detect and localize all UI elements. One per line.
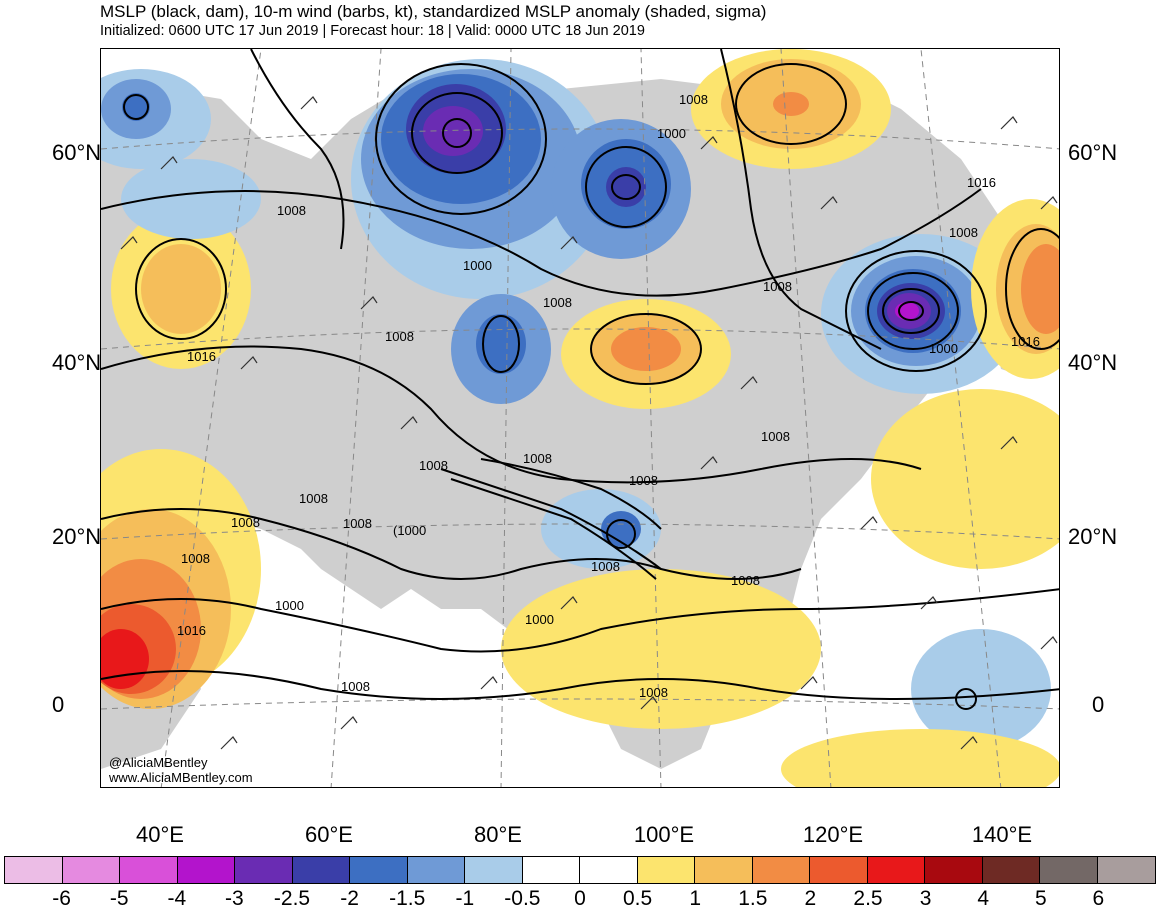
- contour-label: 1008: [523, 451, 552, 466]
- lon-label: 40°E: [136, 822, 184, 847]
- lon-label: 100°E: [633, 822, 695, 847]
- map-canvas: 1008 1000 1008 1000 1008 1016 1008 1008 …: [101, 49, 1059, 787]
- colorbar-label: -2: [340, 887, 359, 910]
- colorbar-label: 3: [919, 887, 932, 910]
- contour-label: 1016: [177, 623, 206, 638]
- contour-label: 1008: [629, 473, 658, 488]
- colorbar-swatch: [925, 857, 983, 883]
- colorbar-swatch: [752, 857, 810, 883]
- contour-label: 1008: [639, 685, 668, 700]
- colorbar-label: 0.5: [622, 887, 653, 910]
- contour-label: 1000: [929, 341, 958, 356]
- colorbar-label: -6: [52, 887, 71, 910]
- colorbar-label: -2.5: [273, 887, 311, 910]
- colorbar-swatch: [407, 857, 465, 883]
- colorbar-label: -1: [455, 887, 475, 910]
- colorbar-label: 2: [804, 887, 817, 910]
- lat-label-right: 20°N: [1068, 524, 1118, 549]
- colorbar-swatch: [1040, 857, 1098, 883]
- wind-barbs: [120, 96, 1058, 750]
- contour-label: 1008: [543, 295, 572, 310]
- colorbar-swatch: [695, 857, 753, 883]
- contour-label: 1016: [967, 175, 996, 190]
- graticule: [101, 49, 1059, 787]
- contour-label: 1016: [187, 349, 216, 364]
- colorbar-swatch: [5, 857, 63, 883]
- colorbar-swatch: [292, 857, 350, 883]
- colorbar-swatch: [120, 857, 178, 883]
- credit-url: www.AliciaMBentley.com: [109, 770, 253, 785]
- colorbar-swatch: [62, 857, 120, 883]
- contour-label: 1008: [343, 516, 372, 531]
- lat-label-right: 0: [1092, 692, 1105, 717]
- contour-label: 1008: [761, 429, 790, 444]
- colorbar-swatch: [580, 857, 638, 883]
- map-title: MSLP (black, dam), 10-m wind (barbs, kt)…: [100, 2, 767, 21]
- colorbar-swatch: [350, 857, 408, 883]
- contour-label: 1000: [525, 612, 554, 627]
- colorbar-label: -0.5: [504, 887, 541, 910]
- lat-label-left: 40°N: [52, 350, 102, 375]
- contour-label: 1000: [463, 258, 492, 273]
- colorbar-swatch: [810, 857, 868, 883]
- contour-label: 1008: [181, 551, 210, 566]
- anomaly-colorbar: [4, 856, 1156, 884]
- colorbar-label: 4: [977, 887, 990, 910]
- colorbar-swatch: [235, 857, 293, 883]
- colorbar-swatch: [522, 857, 580, 883]
- contour-label: 1008: [949, 225, 978, 240]
- colorbar-label: 0: [574, 887, 586, 910]
- contour-label: 1008: [277, 203, 306, 218]
- colorbar-swatch: [637, 857, 695, 883]
- contour-label: (1000: [393, 523, 426, 538]
- contour-label: 1008: [419, 458, 448, 473]
- credit-handle: @AliciaMBentley: [109, 755, 208, 770]
- lat-label-left: 0: [52, 692, 65, 717]
- lon-label: 120°E: [802, 822, 864, 847]
- forecast-map: 1008 1000 1008 1000 1008 1016 1008 1008 …: [100, 48, 1060, 788]
- colorbar-swatch: [1097, 857, 1155, 883]
- colorbar-label: -4: [167, 887, 187, 910]
- contour-label: 1008: [763, 279, 792, 294]
- contour-label: 1008: [231, 515, 260, 530]
- map-subtitle: Initialized: 0600 UTC 17 Jun 2019 | Fore…: [100, 23, 645, 39]
- colorbar-label: 2.5: [853, 887, 883, 910]
- contour-label: 1000: [657, 126, 686, 141]
- colorbar-label: 6: [1092, 887, 1105, 910]
- colorbar-label: 1.5: [738, 887, 768, 910]
- contour-label: 1008: [341, 679, 370, 694]
- contour-label: 1008: [591, 559, 620, 574]
- lon-label: 80°E: [474, 822, 522, 847]
- contour-label: 1008: [679, 92, 708, 107]
- mslp-contours: [101, 49, 1059, 710]
- lon-label: 140°E: [971, 822, 1033, 847]
- contour-label: 1016: [1011, 334, 1040, 349]
- colorbar-swatch: [177, 857, 235, 883]
- lat-label-right: 60°N: [1068, 140, 1118, 165]
- contour-label: 1008: [299, 491, 328, 506]
- lat-label-left: 20°N: [52, 524, 102, 549]
- colorbar-label: -5: [109, 887, 129, 910]
- colorbar-label: -3: [225, 887, 244, 910]
- contour-label: 1008: [385, 329, 414, 344]
- colorbar-swatch: [465, 857, 523, 883]
- contour-labels: 1008 1000 1008 1000 1008 1016 1008 1008 …: [177, 92, 1040, 700]
- lat-label-right: 40°N: [1068, 350, 1118, 375]
- colorbar-label: 1: [689, 887, 702, 910]
- colorbar-swatch: [982, 857, 1040, 883]
- lat-label-left: 60°N: [52, 140, 102, 165]
- contour-label: 1000: [275, 598, 304, 613]
- colorbar-label: 5: [1034, 887, 1047, 910]
- colorbar-label: -1.5: [389, 887, 426, 910]
- colorbar-swatch: [867, 857, 925, 883]
- contour-label: 1008: [731, 573, 760, 588]
- lon-label: 60°E: [305, 822, 353, 847]
